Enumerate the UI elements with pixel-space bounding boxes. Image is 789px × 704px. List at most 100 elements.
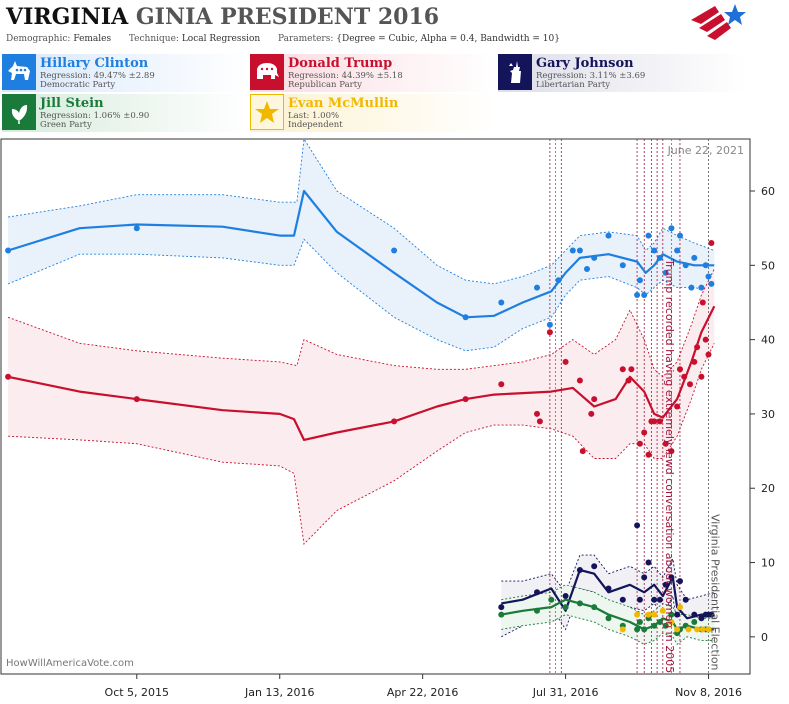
poll-point bbox=[588, 410, 595, 417]
confidence-band bbox=[501, 555, 715, 637]
poll-point bbox=[677, 578, 683, 585]
poll-point bbox=[562, 358, 569, 365]
poll-point bbox=[662, 581, 669, 588]
poll-point bbox=[636, 619, 643, 625]
donkey-icon bbox=[2, 54, 36, 90]
poll-point bbox=[584, 266, 590, 272]
poll-point bbox=[691, 619, 698, 625]
poll-point bbox=[133, 396, 140, 403]
poll-point bbox=[548, 596, 555, 603]
y-tick-label: 40 bbox=[761, 334, 775, 347]
poll-point bbox=[391, 247, 398, 254]
poll-point bbox=[636, 277, 643, 284]
poll-point bbox=[579, 448, 586, 455]
date-stamp: June 22, 2021 bbox=[667, 144, 744, 157]
poll-point bbox=[708, 280, 715, 287]
poll-point bbox=[687, 381, 693, 388]
x-tick-label: Jan 13, 2016 bbox=[244, 686, 314, 699]
poll-point bbox=[698, 615, 705, 622]
poll-point bbox=[645, 559, 652, 566]
confidence-upper-line bbox=[8, 138, 715, 285]
confidence-lower-line bbox=[8, 343, 715, 545]
technique-value: Local Regression bbox=[181, 34, 261, 44]
poll-point bbox=[645, 232, 652, 239]
legend-item-stein: Jill Stein Regression: 1.06% ±0.90 Green… bbox=[2, 94, 250, 132]
poll-point bbox=[534, 410, 540, 417]
poll-point bbox=[641, 292, 648, 298]
poll-point bbox=[662, 269, 669, 276]
poll-point bbox=[668, 619, 675, 625]
trend-line bbox=[501, 568, 715, 620]
poll-point bbox=[634, 611, 641, 618]
y-tick-label: 10 bbox=[761, 557, 775, 570]
poll-point bbox=[705, 273, 712, 280]
poll-point bbox=[662, 622, 669, 629]
parameters-line: Demographic: Females Technique: Local Re… bbox=[6, 34, 560, 44]
poll-point bbox=[688, 284, 695, 291]
poll-point bbox=[576, 600, 583, 607]
trend-line bbox=[7, 189, 715, 319]
y-tick-label: 30 bbox=[761, 408, 775, 421]
page-title: VIRGINIA GINIA PRESIDENT 2016 bbox=[6, 4, 439, 30]
event-annotation: Trump recorded having extremely lewd con… bbox=[663, 258, 676, 673]
candidate-regression: Regression: 44.39% ±5.18 bbox=[288, 71, 403, 81]
legend-item-johnson: Gary Johnson Regression: 3.11% ±3.69 Lib… bbox=[498, 54, 746, 92]
poll-point bbox=[641, 429, 648, 436]
poll-point bbox=[534, 589, 540, 596]
poll-point bbox=[462, 314, 469, 321]
poll-point bbox=[498, 381, 505, 388]
poll-point bbox=[645, 611, 652, 618]
poll-point bbox=[674, 611, 681, 618]
technique-label: Technique: bbox=[128, 34, 179, 44]
poll-point bbox=[605, 615, 612, 622]
poll-point bbox=[677, 232, 683, 239]
poll-point bbox=[651, 247, 658, 254]
poll-point bbox=[668, 611, 675, 618]
poll-point bbox=[628, 366, 635, 373]
poll-point bbox=[546, 321, 553, 328]
x-tick-label: Nov 8, 2016 bbox=[675, 686, 742, 699]
poll-point bbox=[498, 299, 505, 306]
poll-point bbox=[656, 254, 663, 261]
poll-point bbox=[681, 373, 688, 380]
poll-point bbox=[691, 254, 698, 261]
x-tick-label: Oct 5, 2015 bbox=[105, 686, 170, 699]
poll-point bbox=[668, 225, 675, 232]
poll-point bbox=[391, 418, 398, 425]
confidence-band bbox=[8, 139, 715, 351]
poll-point bbox=[133, 225, 140, 232]
poll-point bbox=[605, 232, 612, 239]
candidate-name: Gary Johnson bbox=[536, 56, 634, 71]
poll-chart: 0 10 20 30 40 50 60 Oct 5, 2015 Jan 13, 2016 Apr … bbox=[0, 138, 775, 699]
statue-of-liberty-icon bbox=[498, 54, 532, 90]
poll-point bbox=[534, 607, 540, 614]
confidence-upper-line bbox=[501, 584, 715, 619]
candidate-regression: Regression: 1.06% ±0.90 bbox=[40, 111, 150, 121]
poll-point bbox=[668, 574, 675, 581]
confidence-lower-line bbox=[7, 238, 715, 352]
demographic-value: Females bbox=[73, 34, 112, 44]
poll-point bbox=[634, 292, 641, 298]
candidate-party: Republican Party bbox=[288, 80, 362, 90]
poll-point bbox=[708, 240, 715, 246]
y-tick-label: 50 bbox=[761, 259, 775, 272]
leaf-icon bbox=[2, 94, 36, 130]
poll-point bbox=[534, 284, 540, 291]
poll-point bbox=[651, 611, 658, 618]
y-tick-label: 20 bbox=[761, 482, 775, 495]
poll-point bbox=[668, 448, 675, 455]
poll-point bbox=[677, 366, 683, 373]
poll-point bbox=[699, 299, 706, 306]
poll-point bbox=[562, 604, 569, 611]
poll-point bbox=[691, 358, 698, 365]
poll-point bbox=[656, 418, 663, 425]
poll-point bbox=[498, 611, 505, 618]
y-tick-label: 60 bbox=[761, 185, 775, 198]
confidence-upper-line bbox=[501, 554, 715, 601]
poll-point bbox=[659, 607, 666, 614]
poll-point bbox=[641, 574, 648, 581]
event-annotation: Virginia Presidential Election bbox=[709, 514, 722, 671]
poll-point bbox=[708, 611, 715, 618]
x-tick-label: Apr 22, 2016 bbox=[387, 686, 459, 699]
star-icon bbox=[250, 94, 284, 130]
